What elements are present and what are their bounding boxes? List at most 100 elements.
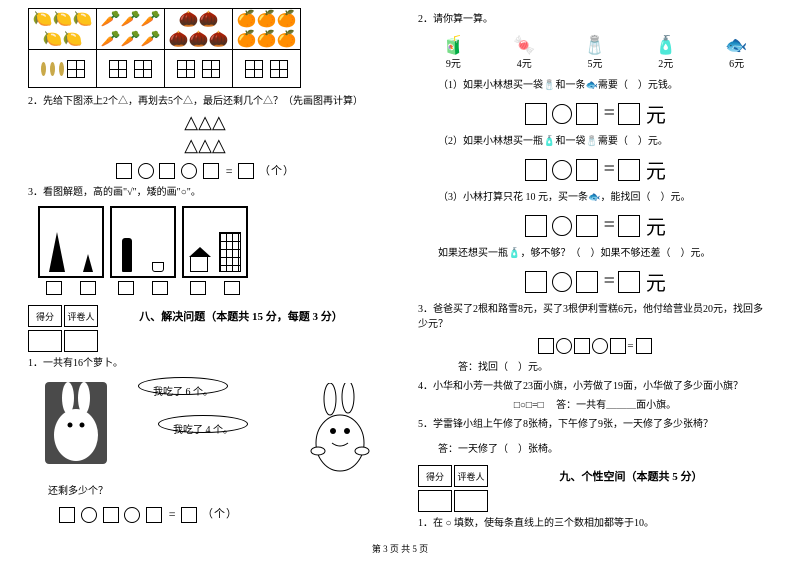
carrot-icon: 🥕🥕🥕🥕🥕🥕 [101, 9, 161, 49]
result-box[interactable] [618, 271, 640, 293]
answer-box[interactable] [152, 281, 168, 295]
r-q2-2: （2）如果小林想买一瓶🧴和一袋🧂需要（ ）元。 [418, 134, 772, 149]
operator-circle[interactable] [81, 507, 97, 523]
result-box[interactable] [636, 338, 652, 354]
operand-box[interactable] [576, 215, 598, 237]
price-row: 🧃9元 🍬4元 🧂5元 🧴2元 🐟6元 [418, 35, 772, 70]
result-box[interactable] [618, 215, 640, 237]
operator-circle[interactable] [138, 163, 154, 179]
operator-circle[interactable] [552, 216, 572, 236]
operand-box[interactable] [525, 271, 547, 293]
r-q3-ans: 答：找回（ ）元。 [418, 360, 772, 375]
result-box[interactable] [238, 163, 254, 179]
answer-box[interactable] [46, 281, 62, 295]
cell-oranges: 🍊🍊🍊🍊🍊🍊 [233, 9, 301, 50]
speech-bubble-1: 我吃了 6 个。 [138, 377, 228, 395]
score-row-9: 得分 评卷人 九、个性空间（本题共 5 分） [418, 465, 772, 487]
short-tree-icon [83, 254, 93, 272]
eq-2-2[interactable]: = 元 [418, 155, 772, 184]
salt-icon: 🧂 [584, 35, 606, 55]
remain-question: 还剩多少个？ [28, 484, 382, 499]
price-item-2: 🍬4元 [513, 35, 535, 70]
answer-box[interactable] [224, 281, 240, 295]
operand-box[interactable] [610, 338, 626, 354]
grid-icon [202, 60, 220, 78]
house-icon [190, 256, 208, 272]
comparison-frames [38, 206, 382, 295]
juice-icon: 🧃 [442, 35, 464, 55]
eq-2-3[interactable]: = 元 [418, 211, 772, 240]
r-q3: 3．爸爸买了2根和路雪8元，买了3根伊利雪糕6元，他付给营业员20元，找回多少元… [418, 302, 772, 332]
r-q2-3: （3）小林打算只花 10 元，买一条🐟，能找回（ ）元。 [418, 190, 772, 205]
cell-carrots: 🥕🥕🥕🥕🥕🥕 [97, 9, 165, 50]
q2-text: 2．先给下图添上2个△，再划去5个△，最后还剩几个△？（先画图再计算） [28, 94, 382, 109]
score-row-8: 得分 评卷人 八、解决问题（本题共 15 分，每题 3 分） [28, 305, 382, 327]
building-icon [219, 232, 241, 272]
operand-box[interactable] [116, 163, 132, 179]
operand-box[interactable] [576, 159, 598, 181]
page-footer: 第 3 页 共 5 页 [0, 540, 800, 555]
operator-circle[interactable] [552, 104, 572, 124]
radish-icon: 🌰🌰🌰🌰🌰 [169, 9, 229, 49]
operand-box[interactable] [203, 163, 219, 179]
answer-text: 答：一共有＿＿＿面小旗。 [556, 400, 676, 411]
operand-box[interactable] [159, 163, 175, 179]
operator-circle[interactable] [552, 272, 572, 292]
answer-box[interactable] [118, 281, 134, 295]
left-column: 🍋🍋🍋🍋🍋 🥕🥕🥕🥕🥕🥕 🌰🌰🌰🌰🌰 🍊🍊🍊🍊🍊🍊 2．先给下图添上2个△，再划… [0, 0, 400, 540]
operator-circle[interactable] [556, 338, 572, 354]
price-label: 2元 [658, 59, 673, 70]
r-q2-text: 2．请你算一算。 [418, 12, 772, 27]
eq-2-3b[interactable]: = 元 [418, 267, 772, 296]
operator-circle[interactable] [124, 507, 140, 523]
yuan-unit: 元 [646, 217, 666, 239]
eq-q3[interactable]: = [418, 338, 772, 354]
result-box[interactable] [181, 507, 197, 523]
r-q9-1: 1．在 ○ 填数，使每条直线上的三个数相加都等于10。 [418, 516, 772, 531]
r-q4-eq-ans: □○□=□ 答：一共有＿＿＿面小旗。 [418, 398, 772, 413]
operator-circle[interactable] [592, 338, 608, 354]
grid-icon [245, 60, 263, 78]
operand-box[interactable] [576, 271, 598, 293]
operand-box[interactable] [538, 338, 554, 354]
operand-box[interactable] [59, 507, 75, 523]
answer-box[interactable] [80, 281, 96, 295]
price-label: 6元 [729, 59, 744, 70]
cell-lemons: 🍋🍋🍋🍋🍋 [29, 9, 97, 50]
grader-value[interactable] [454, 490, 488, 512]
triangle-row-1: △△△ [28, 113, 382, 133]
score-value[interactable] [418, 490, 452, 512]
r-q5: 5．学雷锋小组上午修了8张椅，下午修了9张，一天修了多少张椅？ [418, 417, 772, 432]
r-q5-ans: 答：一天修了（ ）张椅。 [418, 442, 772, 457]
r-q2-3b: 如果还想买一瓶🧴，够不够？（ ）如果不够还差（ ）元。 [418, 246, 772, 261]
result-box[interactable] [618, 103, 640, 125]
operator-circle[interactable] [552, 160, 572, 180]
operand-box[interactable] [525, 215, 547, 237]
operand-box[interactable] [574, 338, 590, 354]
eq-text[interactable]: □○□=□ [514, 400, 544, 411]
score-label: 得分 [418, 465, 452, 487]
cell-radishes: 🌰🌰🌰🌰🌰 [165, 9, 233, 50]
grader-value[interactable] [64, 330, 98, 352]
q8-1-equation[interactable]: = （个） [28, 505, 382, 522]
triangle-row-2: △△△ [28, 136, 382, 156]
cup-icon [152, 262, 164, 272]
operand-box[interactable] [576, 103, 598, 125]
q2-equation[interactable]: = （个） [28, 162, 382, 179]
result-box[interactable] [618, 159, 640, 181]
grid-icon [67, 60, 85, 78]
operator-circle[interactable] [181, 163, 197, 179]
operand-box[interactable] [146, 507, 162, 523]
bottle-icon: 🧴 [655, 35, 677, 55]
operand-box[interactable] [103, 507, 119, 523]
cell-answer-1[interactable] [29, 50, 97, 88]
cell-answer-2[interactable] [97, 50, 165, 88]
score-value[interactable] [28, 330, 62, 352]
operand-box[interactable] [525, 159, 547, 181]
cell-answer-3[interactable] [165, 50, 233, 88]
cell-answer-4[interactable] [233, 50, 301, 88]
operand-box[interactable] [525, 103, 547, 125]
answer-box[interactable] [190, 281, 206, 295]
eq-2-1[interactable]: = 元 [418, 99, 772, 128]
grid-icon [134, 60, 152, 78]
